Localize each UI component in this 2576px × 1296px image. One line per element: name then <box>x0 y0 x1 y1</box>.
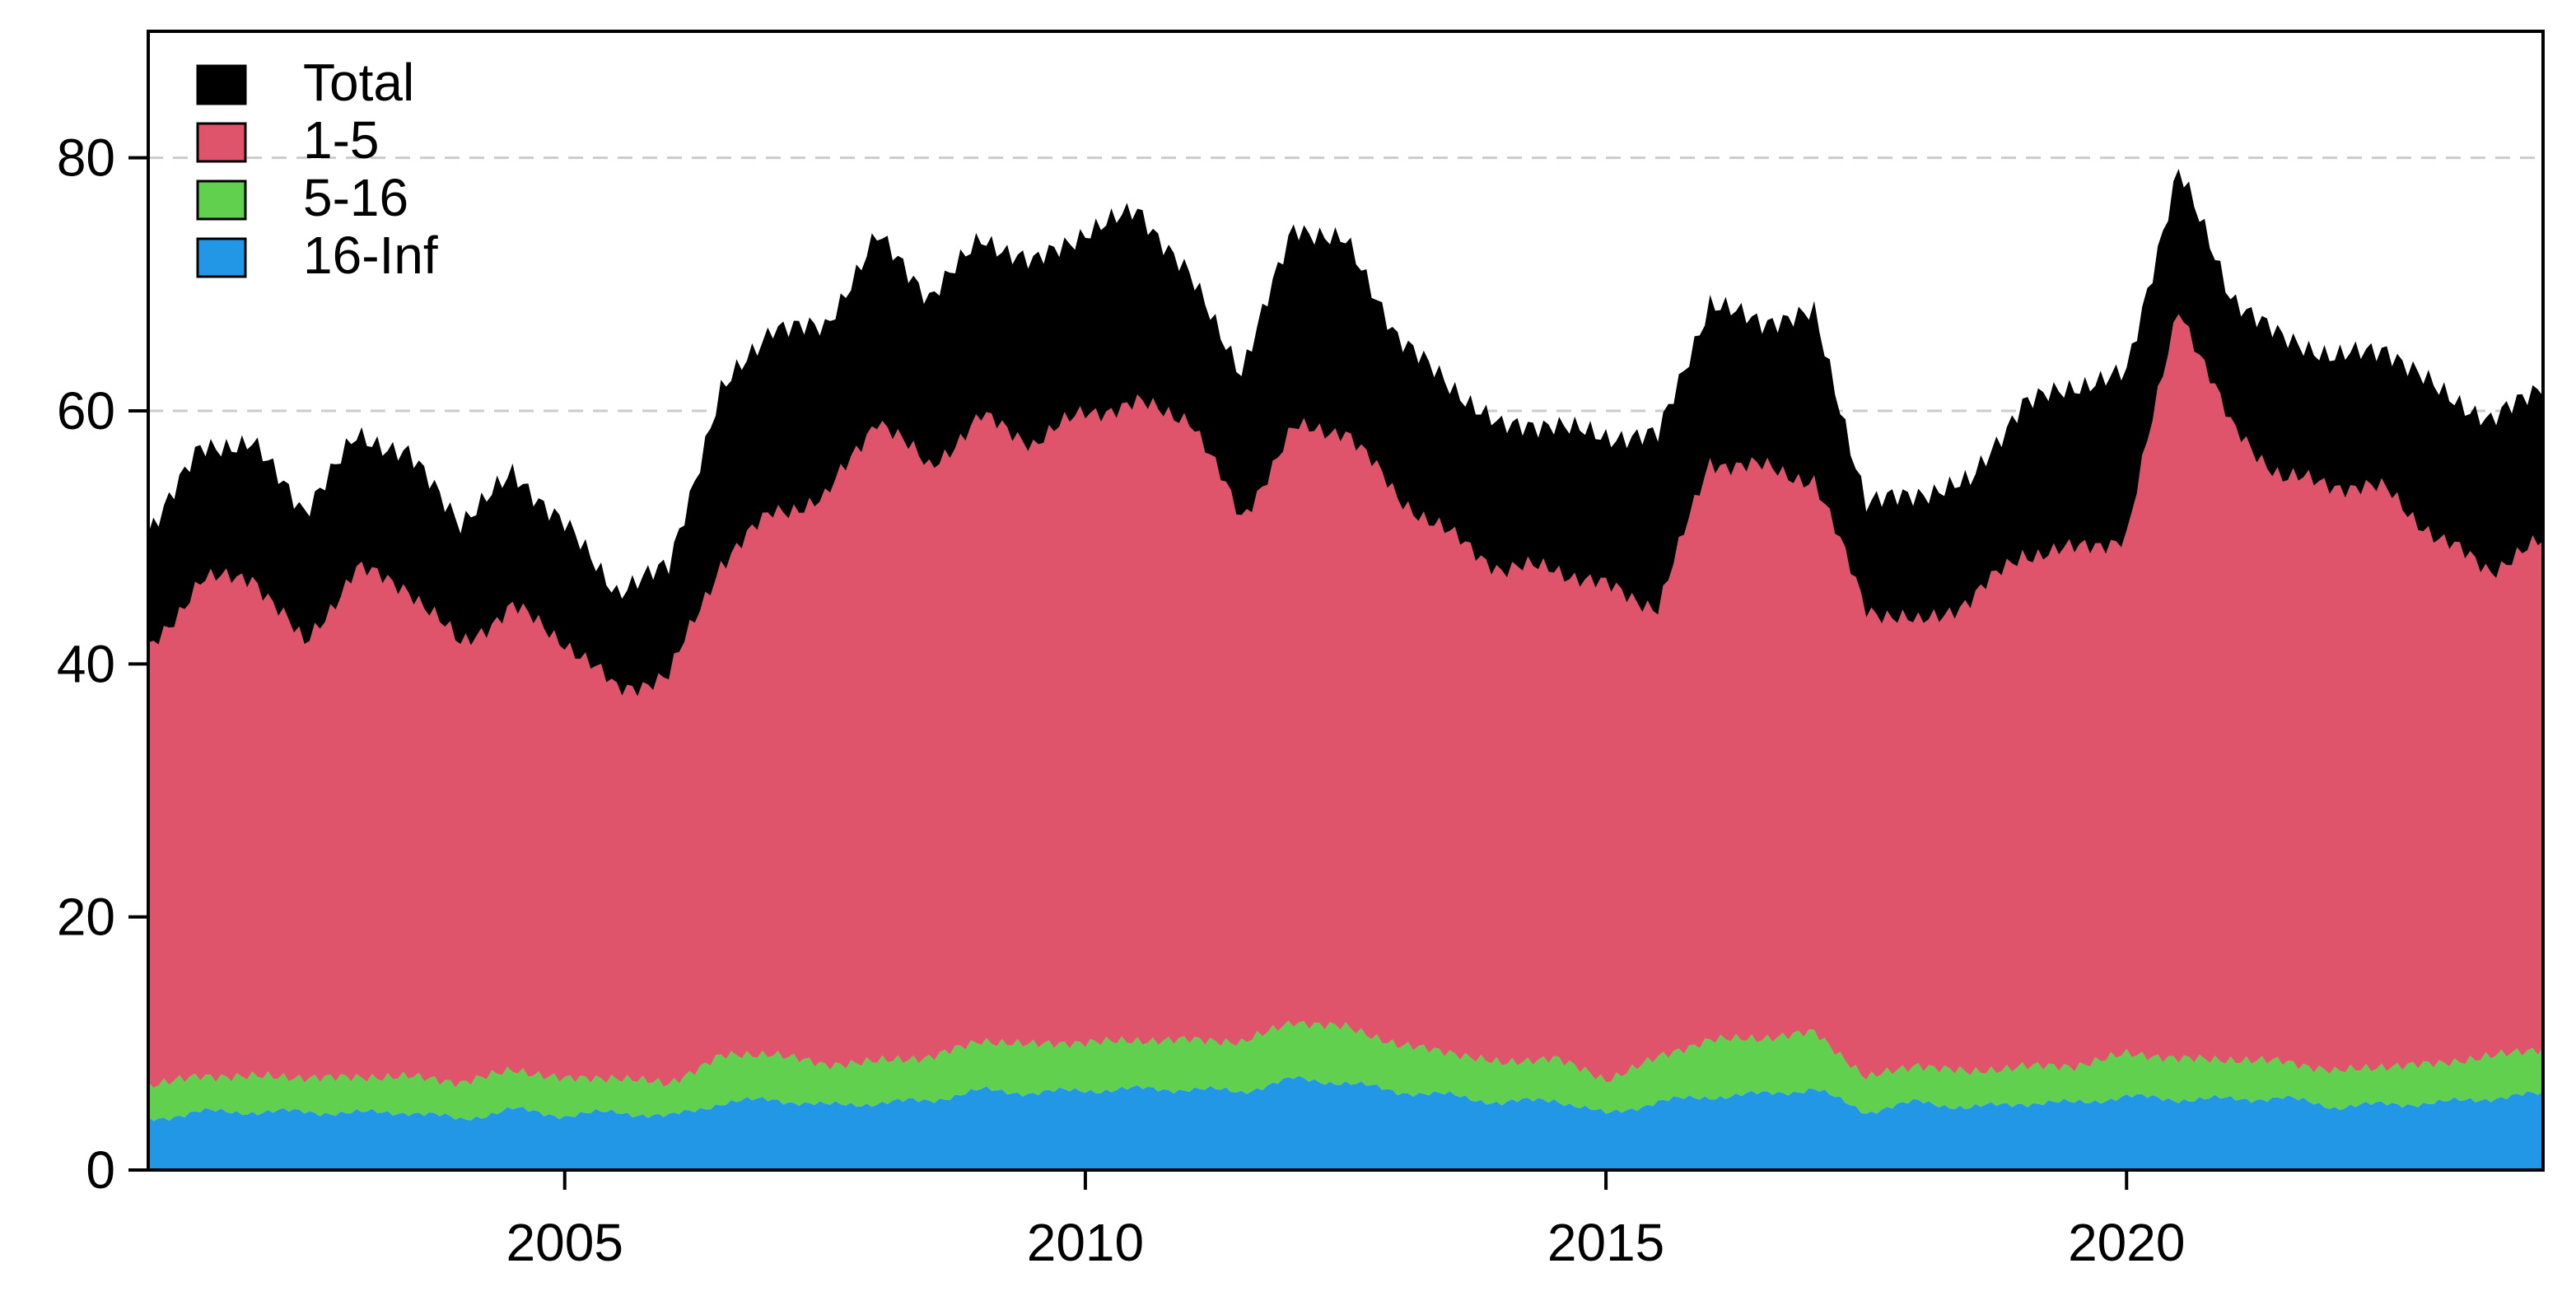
legend-label-5-16: 5-16 <box>303 168 408 227</box>
y-tick-label-40: 40 <box>57 634 115 693</box>
legend-label-16-inf: 16-Inf <box>303 226 438 285</box>
y-tick-label-0: 0 <box>86 1140 115 1200</box>
y-tick-label-20: 20 <box>57 888 115 947</box>
legend-label-1-5: 1-5 <box>303 110 380 170</box>
area-series <box>148 169 2543 1170</box>
x-tick-label-2015: 2015 <box>1547 1213 1664 1272</box>
legend-swatch-1-5 <box>198 124 245 161</box>
legend-swatch-5-16 <box>198 181 245 219</box>
x-tick-label-2020: 2020 <box>2068 1213 2185 1272</box>
legend-swatch-16-inf <box>198 239 245 277</box>
legend-swatch-total <box>198 66 245 104</box>
y-tick-label-60: 60 <box>57 381 115 441</box>
legend-label-total: Total <box>303 53 414 112</box>
y-tick-label-80: 80 <box>57 128 115 188</box>
x-tick-label-2010: 2010 <box>1027 1213 1144 1272</box>
x-tick-label-2005: 2005 <box>506 1213 623 1272</box>
